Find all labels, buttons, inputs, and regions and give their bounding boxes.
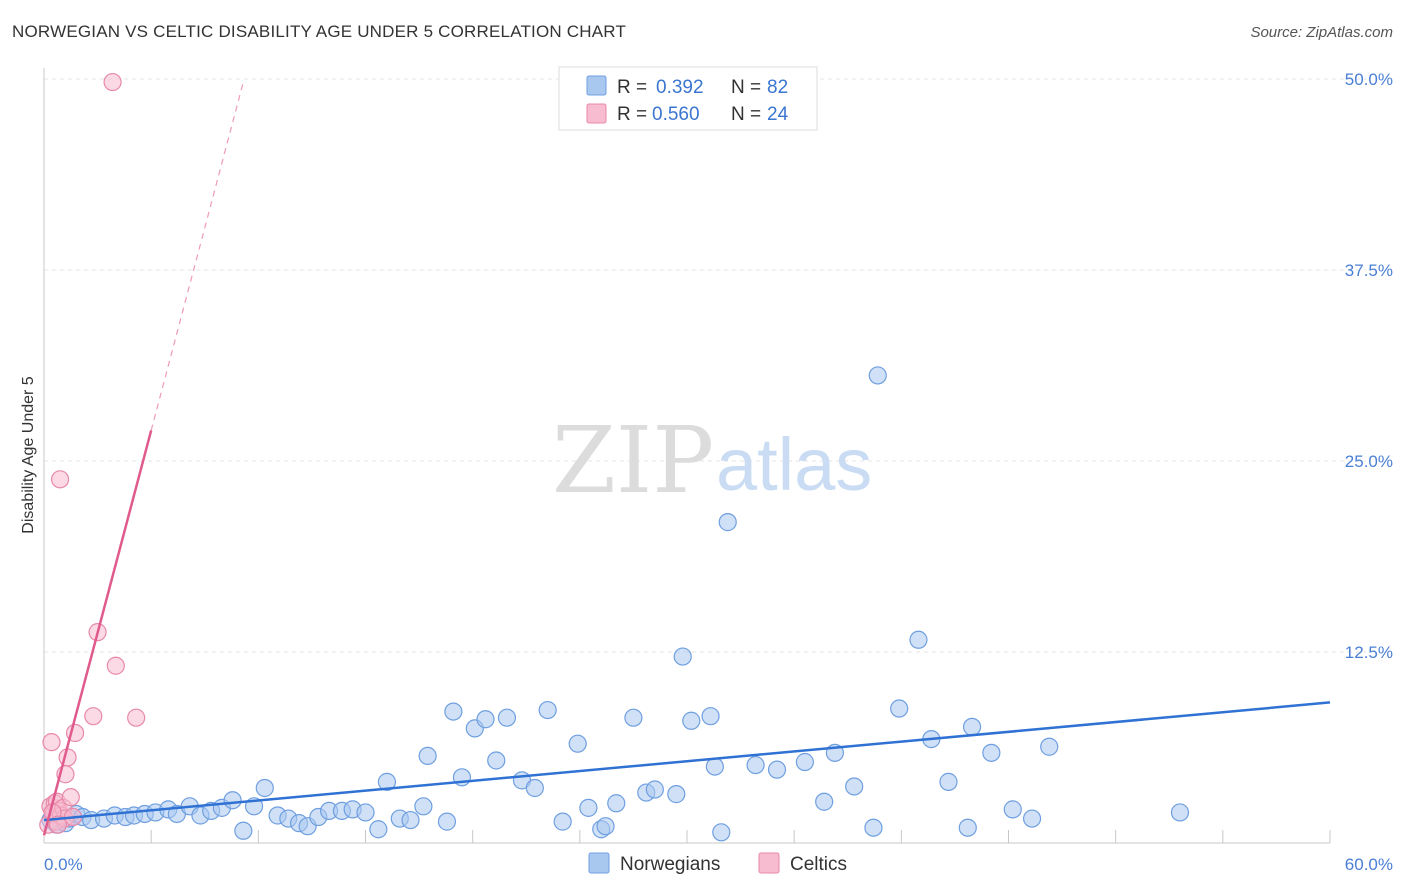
norwegian-point	[418, 746, 437, 766]
norwegian-point	[864, 818, 883, 837]
legend-swatch-celtics	[586, 103, 607, 124]
norwegian-point	[890, 699, 909, 718]
bottom-legend: Norwegians Celtics	[588, 852, 847, 875]
y-tick-label: 25.0%	[1345, 452, 1393, 471]
norwegian-point	[607, 794, 626, 813]
legend-n-label-celtics: N =	[731, 104, 761, 125]
y-tick-labels: 12.5% 25.0% 37.5% 50.0%	[1345, 70, 1393, 662]
norwegian-point	[624, 708, 643, 727]
norwegian-point	[414, 797, 433, 816]
series-norwegians	[41, 366, 1190, 842]
norwegian-point	[1170, 803, 1190, 822]
norwegian-point	[982, 743, 1001, 762]
norwegian-point	[476, 710, 495, 729]
top-legend: R = 0.392 N = 82 R = 0.560 N = 24	[558, 66, 818, 131]
norwegian-point	[568, 734, 587, 753]
norwegian-point	[525, 778, 544, 798]
norwegian-point	[767, 760, 787, 779]
norwegian-point	[673, 647, 692, 666]
y-axis-label: Disability Age Under 5	[20, 376, 37, 534]
legend-r-value-celtics: 0.560	[652, 104, 700, 125]
norwegian-point	[538, 700, 557, 720]
norwegian-point	[909, 630, 928, 649]
bottom-legend-label-norwegians: Norwegians	[620, 854, 720, 875]
norwegian-point	[369, 820, 388, 839]
norwegian-point	[255, 778, 274, 798]
trend-line-celtics-extension	[150, 81, 244, 431]
celtic-point	[103, 72, 122, 92]
trend-line-norwegians	[43, 701, 1331, 822]
y-tick-label: 12.5%	[1345, 643, 1393, 662]
norwegian-point	[845, 777, 864, 796]
legend-r-value-norwegians: 0.392	[656, 77, 704, 98]
legend-n-value-celtics: 24	[767, 104, 789, 125]
source-label: Source: ZipAtlas.com	[1250, 24, 1393, 41]
norwegian-point	[497, 708, 517, 727]
norwegian-point	[718, 513, 737, 532]
celtic-point	[84, 707, 103, 726]
norwegian-point	[234, 821, 253, 840]
norwegian-point	[444, 702, 463, 721]
norwegian-point	[596, 817, 615, 836]
norwegian-point	[958, 818, 977, 837]
norwegian-point	[795, 752, 814, 772]
bottom-legend-label-celtics: Celtics	[790, 854, 847, 875]
norwegian-point	[1040, 737, 1059, 756]
legend-n-value-norwegians: 82	[767, 77, 788, 98]
x-axis-ticks	[150, 830, 1331, 843]
y-tick-label: 50.0%	[1345, 70, 1393, 89]
norwegian-point	[667, 785, 686, 804]
norwegian-point	[701, 707, 720, 726]
norwegian-point	[223, 791, 242, 810]
norwegian-point	[356, 803, 375, 822]
norwegian-point	[815, 792, 834, 811]
norwegian-point	[746, 755, 765, 775]
bottom-legend-swatch-norwegians	[588, 852, 610, 874]
x-tick-label-max: 60.0%	[1345, 855, 1393, 874]
legend-r-label-celtics: R =	[617, 104, 647, 125]
watermark-atlas: atlas	[716, 423, 872, 506]
legend-swatch-norwegians	[586, 75, 607, 96]
norwegian-point	[962, 717, 982, 736]
celtic-point	[127, 708, 146, 727]
celtic-point	[106, 656, 125, 675]
norwegian-point	[487, 751, 506, 770]
norwegian-point	[712, 823, 731, 842]
y-tick-label: 37.5%	[1345, 261, 1393, 280]
trend-lines	[42, 81, 1331, 836]
chart-title: NORWEGIAN VS CELTIC DISABILITY AGE UNDER…	[12, 22, 627, 41]
celtic-point	[42, 733, 61, 752]
norwegian-point	[437, 812, 457, 831]
celtic-point	[50, 470, 70, 489]
bottom-legend-swatch-celtics	[758, 852, 780, 874]
trend-line-celtics	[42, 430, 153, 836]
grid	[44, 78, 1366, 653]
series-celtics	[39, 72, 146, 834]
norwegian-point	[682, 711, 701, 730]
watermark-zip: ZIP	[552, 407, 714, 514]
x-tick-label-min: 0.0%	[44, 855, 83, 874]
celtic-point	[58, 748, 77, 767]
norwegian-point	[645, 780, 664, 799]
norwegian-point	[401, 810, 420, 830]
norwegian-point	[1022, 809, 1042, 828]
norwegian-point	[705, 757, 724, 776]
norwegian-point	[579, 798, 598, 817]
legend-n-label-norwegians: N =	[731, 77, 761, 98]
norwegian-point	[939, 772, 958, 791]
celtic-point	[61, 788, 80, 807]
norwegian-point	[1003, 800, 1022, 819]
legend-r-label-norwegians: R =	[617, 77, 647, 98]
norwegian-point	[377, 772, 397, 791]
norwegian-point	[868, 366, 887, 385]
norwegian-point	[553, 812, 572, 831]
